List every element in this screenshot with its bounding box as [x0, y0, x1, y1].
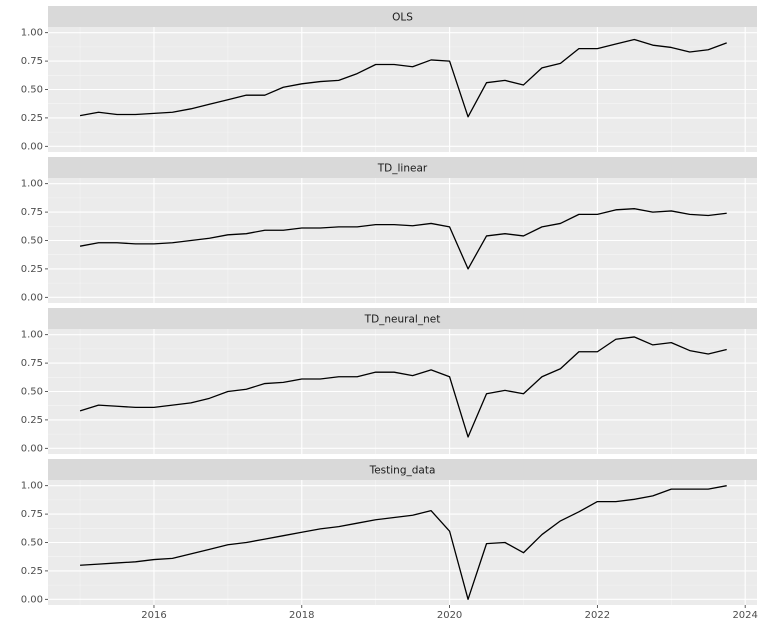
y-tick-label: 0.75 — [21, 56, 43, 67]
x-tick-label: 2020 — [437, 610, 462, 621]
y-tick-label: 0.00 — [21, 594, 43, 605]
x-tick-label: 2016 — [141, 610, 166, 621]
x-tick-label: 2024 — [732, 610, 757, 621]
y-tick-label: 0.75 — [21, 509, 43, 520]
line — [79, 38, 727, 118]
y-tick-label: 0.25 — [21, 566, 43, 577]
line — [79, 208, 727, 270]
panel: OLS 0.00 0.25 0.50 0.75 1.00 — [21, 6, 757, 152]
y-tick-label: 0.25 — [21, 415, 43, 426]
panel: Testing_data 0.00 0.25 0.50 0.75 1.00 2016 2018… — [21, 459, 758, 621]
y-tick-label: 0.75 — [21, 207, 43, 218]
strip — [48, 308, 757, 329]
y-tick-label: 0.50 — [21, 85, 43, 96]
y-tick-label: 0.25 — [21, 113, 43, 124]
x-tick-label: 2022 — [585, 610, 610, 621]
line — [80, 485, 727, 600]
strip — [48, 459, 757, 480]
y-tick-label: 1.00 — [21, 481, 43, 492]
strip — [48, 157, 757, 178]
y-tick-label: 0.25 — [21, 264, 43, 275]
line — [79, 336, 727, 438]
strip-label: TD_linear — [377, 163, 428, 175]
y-tick-label: 1.00 — [21, 330, 43, 341]
y-tick-label: 1.00 — [21, 179, 43, 190]
panel: TD_neural_net 0.00 0.25 0.50 0.75 1.00 — [21, 308, 757, 454]
x-tick-label: 2018 — [289, 610, 314, 621]
y-tick-label: 0.75 — [21, 358, 43, 369]
y-tick-label: 0.00 — [21, 292, 43, 303]
y-tick-label: 1.00 — [21, 28, 43, 39]
y-tick-label: 0.00 — [21, 443, 43, 454]
y-tick-label: 0.50 — [21, 236, 43, 247]
y-tick-label: 0.00 — [21, 141, 43, 152]
strip-label: TD_neural_net — [364, 314, 441, 326]
strip-label: Testing_data — [369, 465, 436, 477]
y-tick-label: 0.50 — [21, 538, 43, 549]
y-tick-label: 0.50 — [21, 387, 43, 398]
strip-label: OLS — [392, 12, 413, 24]
panel: TD_linear 0.00 0.25 0.50 0.75 1.00 — [21, 157, 757, 303]
strip — [48, 6, 757, 27]
